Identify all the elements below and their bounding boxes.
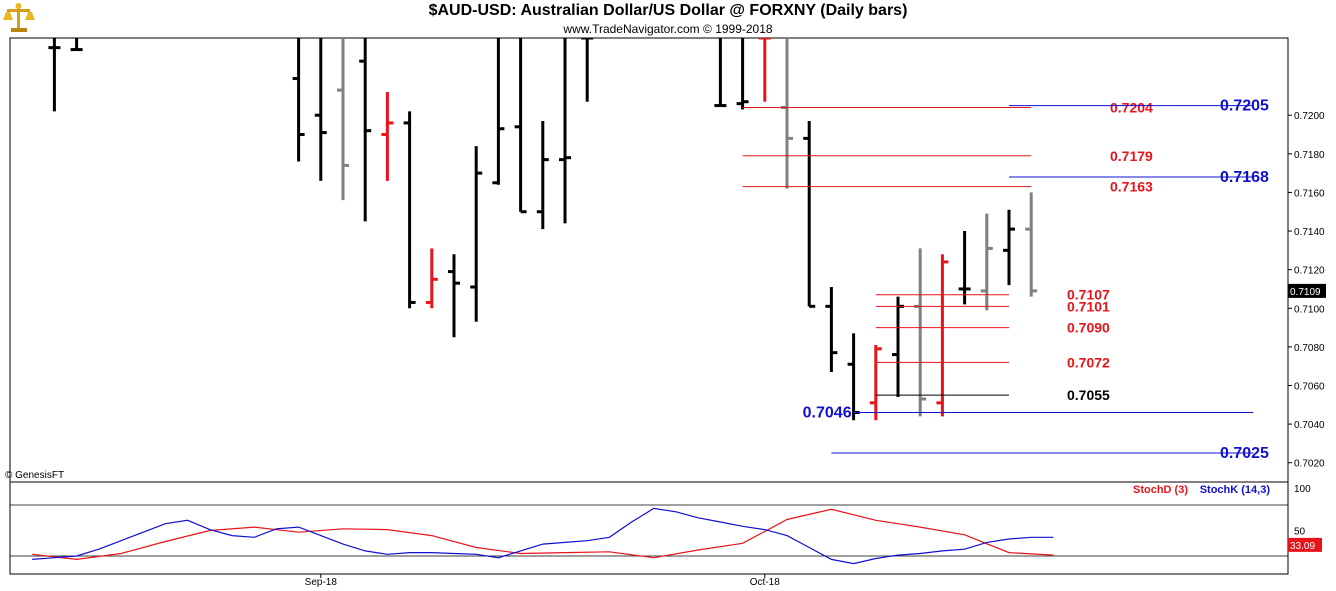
ohlc-bar <box>448 254 460 338</box>
price-tick-label: 0.7100 <box>1294 304 1325 315</box>
date-tick-label: Sep-18 <box>305 577 338 588</box>
price-level-label: 0.7090 <box>1067 320 1110 336</box>
price-tick-label: 0.7080 <box>1294 343 1325 354</box>
price-level-label: 0.7055 <box>1067 387 1110 403</box>
ohlc-bars <box>48 38 1038 421</box>
chart-frame <box>9 37 1289 575</box>
date-tick-label: Oct-18 <box>750 577 780 588</box>
ohlc-bar <box>70 38 83 52</box>
price-level-label: 0.7163 <box>1110 179 1153 195</box>
ohlc-bar <box>803 121 816 308</box>
ohlc-bar <box>359 38 372 222</box>
ohlc-bar <box>1003 209 1015 286</box>
price-axis: 0.7020 0.7040 0.7060 0.7080 0.7100 0.7120 0.71… <box>1288 111 1326 470</box>
price-panel-border <box>9 37 1289 483</box>
ohlc-bar <box>714 38 727 108</box>
ohlc-bar <box>825 287 838 372</box>
ohlc-bar <box>736 38 749 110</box>
ohlc-bar <box>292 38 305 162</box>
ohlc-bar <box>470 146 483 322</box>
ohlc-bar <box>536 121 549 230</box>
price-level-label: 0.7072 <box>1067 354 1110 370</box>
oscillator-panel-border <box>9 481 1289 575</box>
price-level-label: 0.7107 <box>1067 287 1110 303</box>
ohlc-bar <box>48 38 61 112</box>
price-tick-label: 0.7180 <box>1294 150 1325 161</box>
price-tick-label: 0.7020 <box>1294 459 1325 470</box>
ohlc-bar <box>1025 192 1038 297</box>
ohlc-bar <box>337 38 349 201</box>
copyright-text: © GenesisFT <box>5 470 64 481</box>
ohlc-bar <box>958 231 971 305</box>
price-level-label: 0.7204 <box>1110 99 1153 115</box>
stochk-line <box>32 507 1054 565</box>
price-tick-label: 0.7120 <box>1294 266 1325 277</box>
chart-subtitle: www.TradeNavigator.com © 1999-2018 <box>563 22 773 36</box>
ohlc-bar <box>492 38 505 185</box>
gold-scale-logo-icon <box>3 3 35 32</box>
stochd-legend: StochD (3) <box>1133 484 1188 496</box>
price-level-label: 0.7179 <box>1110 148 1153 164</box>
stochk-legend: StochK (14,3) <box>1200 484 1271 496</box>
ohlc-bar <box>403 111 416 309</box>
price-tick-label: 0.7060 <box>1294 381 1325 392</box>
oscillator-last-marker <box>1288 537 1322 552</box>
oscillator-tick-label: 100 <box>1294 484 1311 495</box>
oscillator-axis: 100 50 33.09 <box>10 484 1322 557</box>
price-level-label: 0.7205 <box>1220 98 1269 115</box>
ohlc-bar <box>936 254 949 417</box>
stochastic-panel <box>32 507 1054 565</box>
ohlc-bar <box>514 38 527 214</box>
ohlc-bar <box>314 38 327 181</box>
ohlc-bar <box>758 38 771 102</box>
ohlc-bar <box>425 248 438 309</box>
oscillator-last-label: 33.09 <box>1290 541 1315 552</box>
price-level-label: 0.7101 <box>1067 298 1110 314</box>
ohlc-bar <box>381 92 394 181</box>
chart-title: $AUD-USD: Australian Dollar/US Dollar @ … <box>428 2 908 19</box>
price-tick-label: 0.7160 <box>1294 188 1325 199</box>
oscillator-tick-label: 50 <box>1294 527 1306 538</box>
ohlc-bar <box>581 38 594 102</box>
date-axis: Sep-18 Oct-18 <box>305 574 780 588</box>
price-tick-label: 0.7040 <box>1294 420 1325 431</box>
last-price-marker <box>1288 283 1326 298</box>
price-level-label: 0.7168 <box>1220 169 1269 186</box>
price-level-label: 0.7025 <box>1220 445 1269 462</box>
stochd-line <box>32 508 1054 561</box>
ohlc-bar <box>559 38 571 224</box>
last-price-label: 0.7109 <box>1290 287 1321 298</box>
price-level-label: 0.7046 <box>803 405 852 422</box>
price-tick-label: 0.7200 <box>1294 111 1325 122</box>
ohlc-bar <box>869 344 882 421</box>
ohlc-bar <box>980 213 993 311</box>
price-tick-label: 0.7140 <box>1294 227 1325 238</box>
